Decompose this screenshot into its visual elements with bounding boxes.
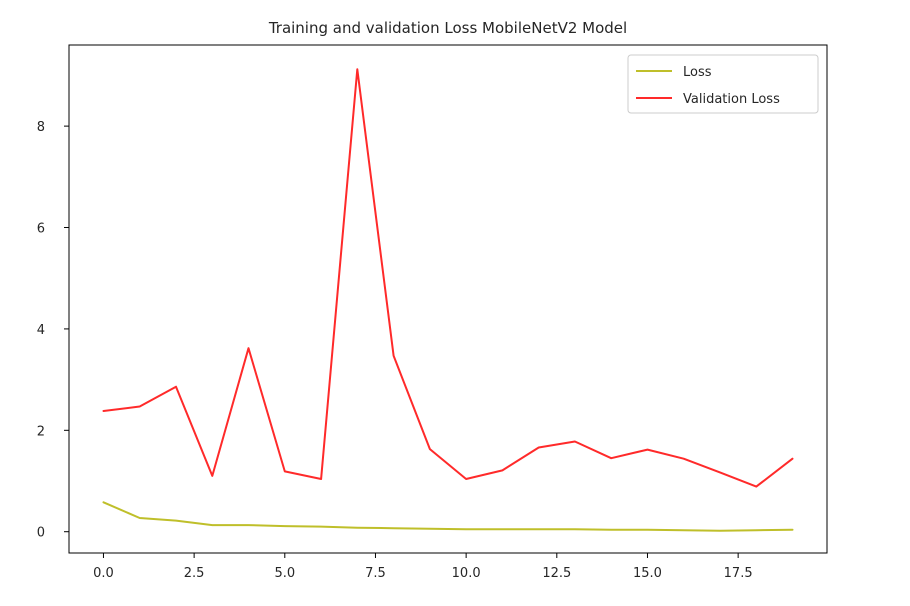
series-line-loss (102, 501, 794, 532)
series-layer (102, 68, 794, 532)
legend-box (627, 54, 819, 114)
x-tick-label: 15.0 (633, 566, 662, 581)
x-tick-label: 17.5 (724, 566, 753, 581)
legend: Loss Validation Loss (627, 54, 819, 114)
x-tick-label: 12.5 (542, 566, 571, 581)
x-tick-label: 10.0 (452, 566, 481, 581)
x-tick-label: 5.0 (274, 566, 295, 581)
plot-frame (68, 44, 828, 554)
chart-title: Training and validation Loss MobileNetV2… (268, 19, 627, 37)
y-axis: 0 2 4 6 8 (37, 120, 69, 541)
y-tick-label: 2 (37, 424, 45, 439)
legend-label: Loss (683, 65, 712, 80)
x-tick-label: 2.5 (184, 566, 205, 581)
legend-label: Validation Loss (683, 92, 780, 107)
y-tick-label: 0 (37, 526, 45, 541)
y-tick-label: 4 (37, 323, 45, 338)
y-tick-label: 8 (37, 120, 45, 135)
series-line-validation-loss (102, 68, 794, 488)
x-tick-label: 7.5 (365, 566, 386, 581)
x-axis: 0.0 2.5 5.0 7.5 10.0 12.5 15.0 17.5 (93, 553, 753, 581)
x-tick-label: 0.0 (93, 566, 114, 581)
y-tick-label: 6 (37, 222, 45, 237)
